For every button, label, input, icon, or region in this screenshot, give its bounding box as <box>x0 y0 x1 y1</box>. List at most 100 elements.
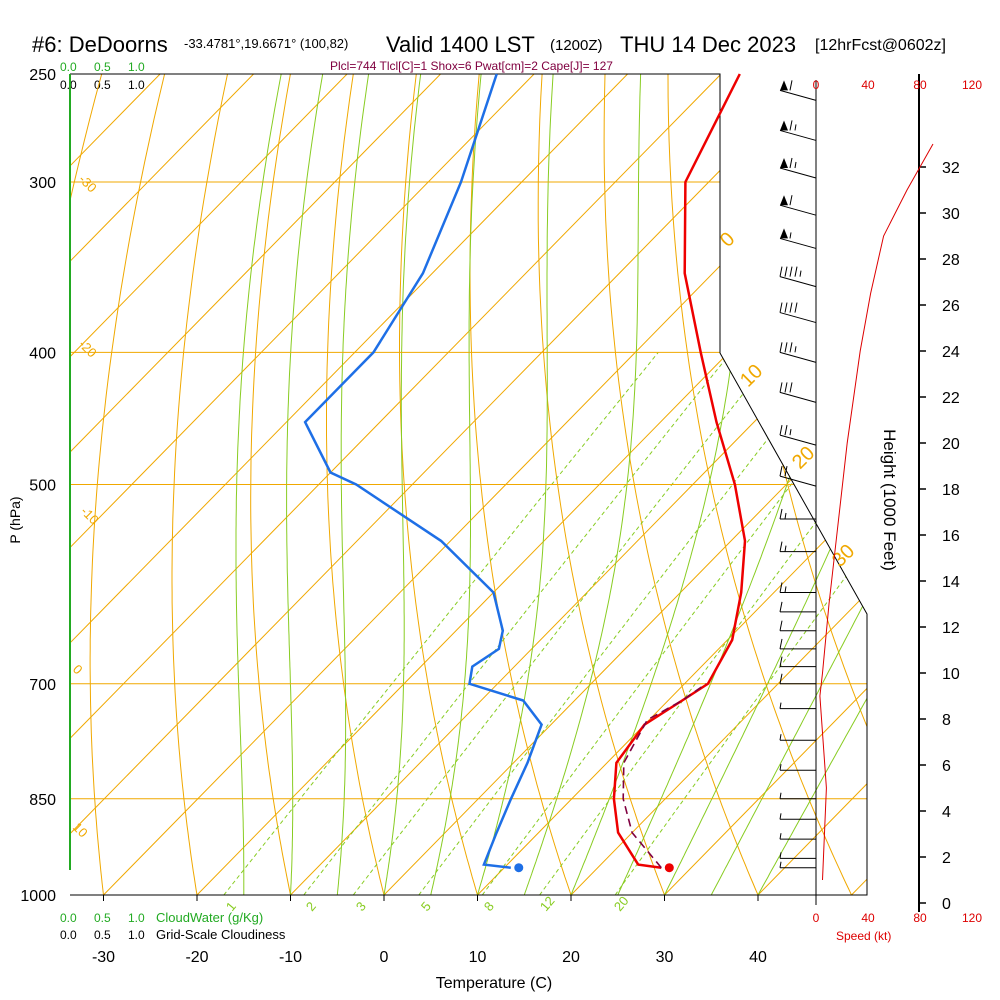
wind-barb <box>779 673 816 685</box>
wind-barb-half-flag <box>779 792 782 799</box>
pressure-tick-label: 250 <box>29 67 56 84</box>
wind-barb-flag <box>779 266 783 277</box>
valid-time: Valid 1400 LST <box>386 32 535 57</box>
wind-barb-flag <box>789 302 793 313</box>
wind-barb-pennant <box>780 157 788 168</box>
dry-adiabat-line <box>250 74 291 895</box>
wind-barb-flag <box>784 342 788 353</box>
isotherm-line <box>70 74 254 895</box>
wind-barb <box>779 861 816 869</box>
wind-barb-pennant <box>780 120 788 131</box>
isotherm-line <box>70 74 441 895</box>
wind-barb-half-flag <box>779 833 782 840</box>
dry-adiabat-line <box>983 74 1000 895</box>
speed-tick-bottom: 80 <box>913 911 927 925</box>
dry-adiabat-line <box>920 74 1000 895</box>
isotherm-line <box>477 74 867 895</box>
speed-tick-top: 80 <box>913 78 927 92</box>
wind-barb-flag <box>779 601 783 612</box>
dry-adiabat-line <box>856 74 867 895</box>
parcel-path-line <box>622 683 707 869</box>
forecast-info: [12hrFcst@0602z] <box>815 37 946 54</box>
cloudiness-top-2: 1.0 <box>128 78 145 92</box>
wind-barb-flag <box>784 302 788 313</box>
height-tick-label: 10 <box>942 666 960 683</box>
height-tick-label: 2 <box>942 850 951 867</box>
wind-barb-half-flag <box>789 429 792 436</box>
moist-adiabat-line <box>664 74 867 895</box>
wind-barb <box>779 342 817 363</box>
pressure-tick-label: 500 <box>29 478 56 495</box>
height-tick-label: 32 <box>942 160 960 177</box>
dry-adiabat-line <box>603 74 759 895</box>
wind-barb <box>779 582 816 593</box>
wind-barb <box>779 157 817 179</box>
cloudiness-bottom-scale: 0.0 0.5 1.0 Grid-Scale Cloudiness <box>60 927 286 942</box>
pressure-tick-label: 850 <box>29 792 56 809</box>
wind-barb <box>779 195 817 216</box>
wind-barb-flag <box>779 508 783 520</box>
speed-tick-top: 0 <box>813 78 820 92</box>
wind-barb <box>779 792 816 800</box>
cloudiness-top-0: 0.0 <box>60 78 77 92</box>
dry-adiabat-label: -20 <box>76 337 100 361</box>
wind-barb <box>779 466 817 487</box>
mixing-ratio-label: 12 <box>537 893 558 914</box>
wind-barb-staff <box>779 351 817 363</box>
x-tick-label: 20 <box>562 949 580 966</box>
moist-adiabat-line <box>477 74 554 895</box>
wind-barb-flag <box>779 656 783 667</box>
wind-barb <box>779 382 817 403</box>
wind-barb <box>779 813 816 820</box>
wind-barb-flag <box>789 195 793 206</box>
wind-barb-half-flag <box>779 764 782 771</box>
cloudiness-bottom-0: 0.0 <box>60 928 77 942</box>
wind-barb-flag <box>789 342 793 353</box>
speed-tick-top: 40 <box>861 78 875 92</box>
speed-tick-bottom: 120 <box>962 911 982 925</box>
cloudiness-top-scale: 0.0 0.5 1.0 <box>60 78 145 92</box>
wind-barb-flag <box>794 266 798 277</box>
wind-barb-staff <box>779 167 817 179</box>
pressure-tick-label: 1000 <box>20 888 56 905</box>
height-tick-label: 24 <box>942 344 960 361</box>
height-tick-label: 22 <box>942 390 960 407</box>
wind-barb-flag <box>789 120 793 131</box>
wind-barb <box>779 120 817 141</box>
cloudwater-top-0: 0.0 <box>60 60 77 74</box>
station-title: #6: DeDoorns <box>32 32 168 57</box>
cloudiness-top-1: 0.5 <box>94 78 111 92</box>
dewpoint-line <box>303 73 544 869</box>
station-coords: -33.4781°,19.6671° (100,82) <box>184 36 348 51</box>
mixing-ratio-line <box>481 351 867 895</box>
profiles <box>303 73 747 873</box>
wind-barb-half-flag <box>799 270 802 277</box>
wind-barb-staff <box>779 89 817 101</box>
dry-adiabat-label: -10 <box>78 504 102 528</box>
cloudwater-label: CloudWater (g/Kg) <box>156 910 263 925</box>
dry-adiabat-label: 0 <box>70 662 86 678</box>
wind-barb-staff <box>779 434 817 446</box>
wind-barb-flag <box>784 425 788 436</box>
temperature-line <box>612 73 747 869</box>
height-tick-label: 30 <box>942 206 960 223</box>
cloudiness-bottom-1: 0.5 <box>94 928 111 942</box>
isobars <box>70 73 867 896</box>
wind-barb-flag <box>779 638 783 650</box>
moist-adiabat-label: 20 <box>788 442 819 473</box>
wind-barb-half-flag <box>779 861 782 868</box>
wind-barb <box>779 620 816 632</box>
wind-barb-staff <box>779 475 817 487</box>
wind-barb-staff <box>779 391 817 403</box>
wind-barb-flag <box>784 382 788 393</box>
wind-barb-staff <box>779 312 817 324</box>
diagram-border <box>69 73 868 896</box>
surface-dewpoint-marker <box>514 863 524 873</box>
cloudiness-label: Grid-Scale Cloudiness <box>156 927 286 942</box>
wind-barb-flag <box>779 425 783 436</box>
moist-adiabat-line <box>286 74 324 895</box>
x-tick-label: -30 <box>92 949 115 966</box>
moist-adiabat-line <box>430 74 482 895</box>
